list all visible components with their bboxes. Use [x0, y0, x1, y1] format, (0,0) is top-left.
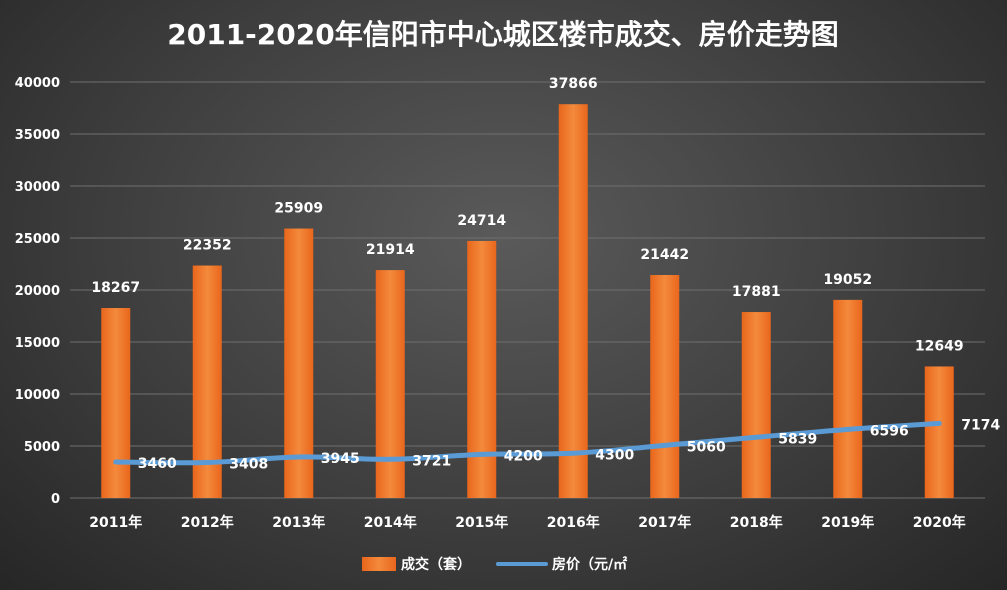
- bar-data-label: 24714: [457, 213, 506, 229]
- bar: [375, 270, 405, 498]
- bar-data-label: 21914: [366, 242, 415, 258]
- line-data-label: 3945: [321, 451, 360, 467]
- x-tick-label: 2015年: [455, 514, 508, 531]
- legend: 成交（套） 房价（元/㎡: [362, 556, 627, 573]
- bar-data-label: 22352: [183, 238, 232, 254]
- bar: [558, 104, 588, 498]
- x-tick-label: 2011年: [89, 514, 142, 531]
- x-tick-label: 2019年: [821, 514, 874, 531]
- y-tick-label: 20000: [15, 284, 60, 299]
- y-tick-label: 35000: [15, 128, 60, 143]
- bar: [284, 228, 314, 499]
- price-line: [113, 420, 942, 466]
- bar: [924, 366, 954, 498]
- line-data-label: 4200: [504, 448, 543, 464]
- bar: [741, 312, 771, 498]
- line-data-label: 3460: [138, 456, 177, 472]
- line-data-label: 7174: [961, 417, 1000, 433]
- legend-label-line: 房价（元/㎡: [552, 556, 627, 573]
- x-axis: 2011年 2012年 2013年 2014年 2015年 2016年 2017年 2018年…: [89, 514, 965, 531]
- bar: [467, 240, 497, 498]
- y-tick-label: 40000: [15, 76, 60, 91]
- line-data-label: 6596: [870, 423, 909, 439]
- y-tick-label: 25000: [15, 232, 60, 247]
- bar-data-label: 21442: [640, 247, 689, 263]
- bar-data-label: 12649: [915, 338, 964, 354]
- x-tick-label: 2018年: [730, 514, 783, 531]
- x-tick-label: 2016年: [547, 514, 600, 531]
- y-tick-label: 10000: [15, 388, 60, 403]
- bar-data-label: 19052: [823, 272, 872, 288]
- y-tick-label: 15000: [15, 336, 60, 351]
- x-tick-label: 2017年: [638, 514, 691, 531]
- legend-swatch-bar: [362, 557, 396, 571]
- x-tick-label: 2012年: [181, 514, 234, 531]
- x-tick-label: 2014年: [364, 514, 417, 531]
- y-axis: 0 5000 10000 15000 20000 25000 30000 35000 40000: [15, 76, 60, 507]
- bar-data-label: 17881: [732, 284, 781, 300]
- y-tick-label: 5000: [24, 440, 60, 455]
- bar: [833, 299, 863, 498]
- y-tick-label: 0: [51, 492, 60, 507]
- y-tick-label: 30000: [15, 180, 60, 195]
- line-data-label: 3408: [229, 457, 268, 473]
- bar: [650, 275, 680, 498]
- line-data-label: 5060: [687, 439, 726, 455]
- line-data-label: 5839: [778, 431, 817, 447]
- chart-title: 2011-2020年信阳市中心城区楼市成交、房价走势图: [167, 18, 838, 51]
- x-tick-label: 2020年: [913, 514, 966, 531]
- x-tick-label: 2013年: [272, 514, 325, 531]
- bar-data-label: 37866: [549, 76, 598, 92]
- bar-series: 18267 22352 25909 21914 24714 37866 21442 17881…: [91, 76, 964, 499]
- line-data-label: 4300: [595, 447, 634, 463]
- grid-layer: [70, 81, 985, 499]
- line-data-label: 3721: [412, 453, 451, 469]
- line-series: 3460 3408 3945 3721 4200 4300 5060 5839 6596 7174: [113, 417, 1000, 473]
- bar-data-label: 18267: [91, 280, 140, 296]
- bar-data-label: 25909: [274, 201, 323, 217]
- bar: [192, 265, 222, 498]
- bar: [101, 308, 131, 498]
- legend-label-bar: 成交（套）: [401, 556, 471, 573]
